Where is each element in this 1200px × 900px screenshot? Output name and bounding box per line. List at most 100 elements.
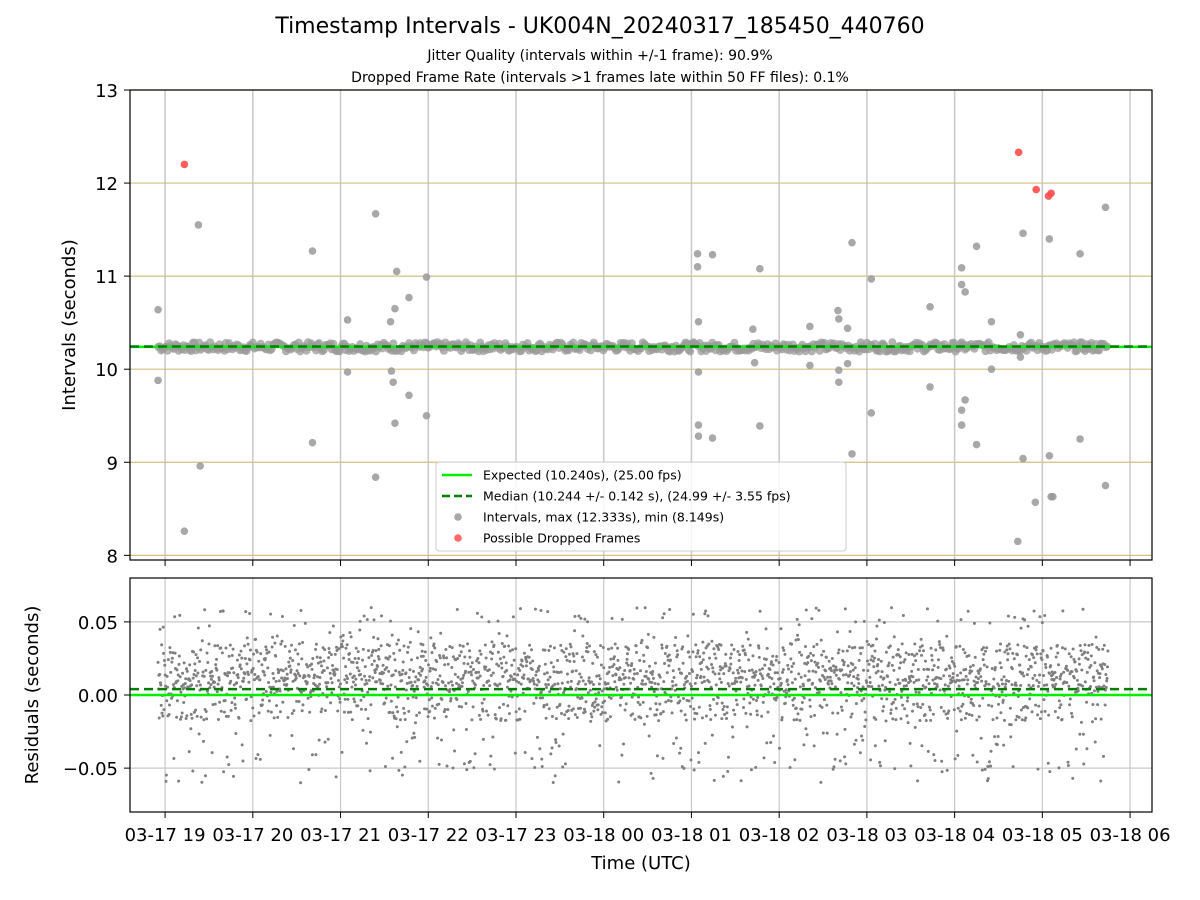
residual-point (1054, 655, 1058, 659)
residual-point (336, 709, 340, 713)
residual-point (490, 657, 494, 661)
residual-point (818, 704, 822, 708)
residual-point (912, 680, 916, 684)
residual-point (213, 644, 217, 648)
residual-point (201, 739, 205, 743)
residual-point (271, 685, 275, 689)
interval-point (961, 396, 969, 404)
residual-point (340, 645, 344, 649)
residual-point (993, 735, 997, 739)
residual-point (661, 756, 665, 760)
residual-point (674, 635, 678, 639)
x-axis: 03-17 19 03-17 20 03-17 21 03-17 22 03-17 23… (125, 560, 1171, 874)
residual-point (823, 678, 827, 682)
residual-point (865, 681, 869, 685)
residual-point (526, 677, 530, 681)
residual-point (683, 713, 687, 717)
residual-point (267, 650, 271, 654)
residual-point (842, 663, 846, 667)
residual-point (934, 648, 938, 652)
residual-point (1004, 682, 1008, 686)
residual-point (295, 669, 299, 673)
residual-point (911, 675, 915, 679)
residual-point (345, 643, 349, 647)
residual-point (926, 675, 930, 679)
residual-point (381, 663, 385, 667)
residual-point (976, 681, 980, 685)
residual-point (867, 643, 871, 647)
residual-point (1036, 713, 1040, 717)
residual-point (549, 661, 553, 665)
residual-point (290, 643, 294, 647)
residual-point (401, 668, 405, 672)
residual-point (708, 656, 712, 660)
residual-point (215, 668, 219, 672)
residual-point (1002, 718, 1006, 722)
residual-point (861, 738, 865, 742)
residual-point (862, 668, 866, 672)
residual-point (490, 640, 494, 644)
residual-point (891, 717, 895, 721)
residual-point (938, 688, 942, 692)
residual-point (288, 664, 292, 668)
x-tick-label: 03-17 23 (476, 825, 557, 846)
residual-point (606, 681, 610, 685)
residual-point (1075, 669, 1079, 673)
residual-point (708, 704, 712, 708)
residual-point (873, 649, 877, 653)
residual-point (327, 646, 331, 650)
residual-point (272, 676, 276, 680)
residual-point (860, 734, 864, 738)
residual-point (320, 707, 324, 711)
residual-point (381, 682, 385, 686)
residual-point (524, 657, 528, 661)
residual-point (843, 755, 847, 759)
residual-point (368, 675, 372, 679)
residual-point (257, 711, 261, 715)
residual-point (1024, 716, 1028, 720)
residual-point (1010, 667, 1014, 671)
residual-point (633, 717, 637, 721)
residual-point (236, 676, 240, 680)
residual-point (532, 701, 536, 705)
residual-point (731, 735, 735, 739)
residual-point (552, 646, 556, 650)
residual-point (1068, 697, 1072, 701)
residual-point (207, 624, 211, 628)
residual-point (853, 666, 857, 670)
residual-point (700, 681, 704, 685)
residual-point (878, 764, 882, 768)
chart-subtitle-dropped: Dropped Frame Rate (intervals >1 frames … (351, 70, 849, 86)
residual-point (933, 682, 937, 686)
residual-point (958, 644, 962, 648)
y-tick-label: 0.00 (78, 686, 118, 707)
residual-point (896, 648, 900, 652)
residual-point (748, 701, 752, 705)
residual-point (447, 690, 451, 694)
residual-point (682, 766, 686, 770)
residual-point (583, 710, 587, 714)
interval-point (708, 250, 717, 259)
residual-point (437, 702, 441, 706)
residual-point (726, 682, 730, 686)
residual-point (299, 690, 303, 694)
residual-point (323, 740, 327, 744)
residual-point (965, 711, 969, 715)
residual-point (849, 715, 853, 719)
residual-point (518, 607, 522, 611)
residual-point (894, 706, 898, 710)
residual-point (884, 650, 888, 654)
residual-point (271, 635, 275, 639)
residual-point (156, 660, 160, 664)
residual-point (1097, 685, 1101, 689)
residual-point (405, 681, 409, 685)
residual-point (714, 656, 718, 660)
residual-point (812, 744, 816, 748)
residual-point (159, 683, 163, 687)
residual-point (998, 642, 1002, 646)
residual-point (397, 670, 401, 674)
interval-point (389, 378, 397, 387)
residual-point (438, 656, 442, 660)
residual-point (1042, 683, 1046, 687)
residual-point (1023, 718, 1027, 722)
